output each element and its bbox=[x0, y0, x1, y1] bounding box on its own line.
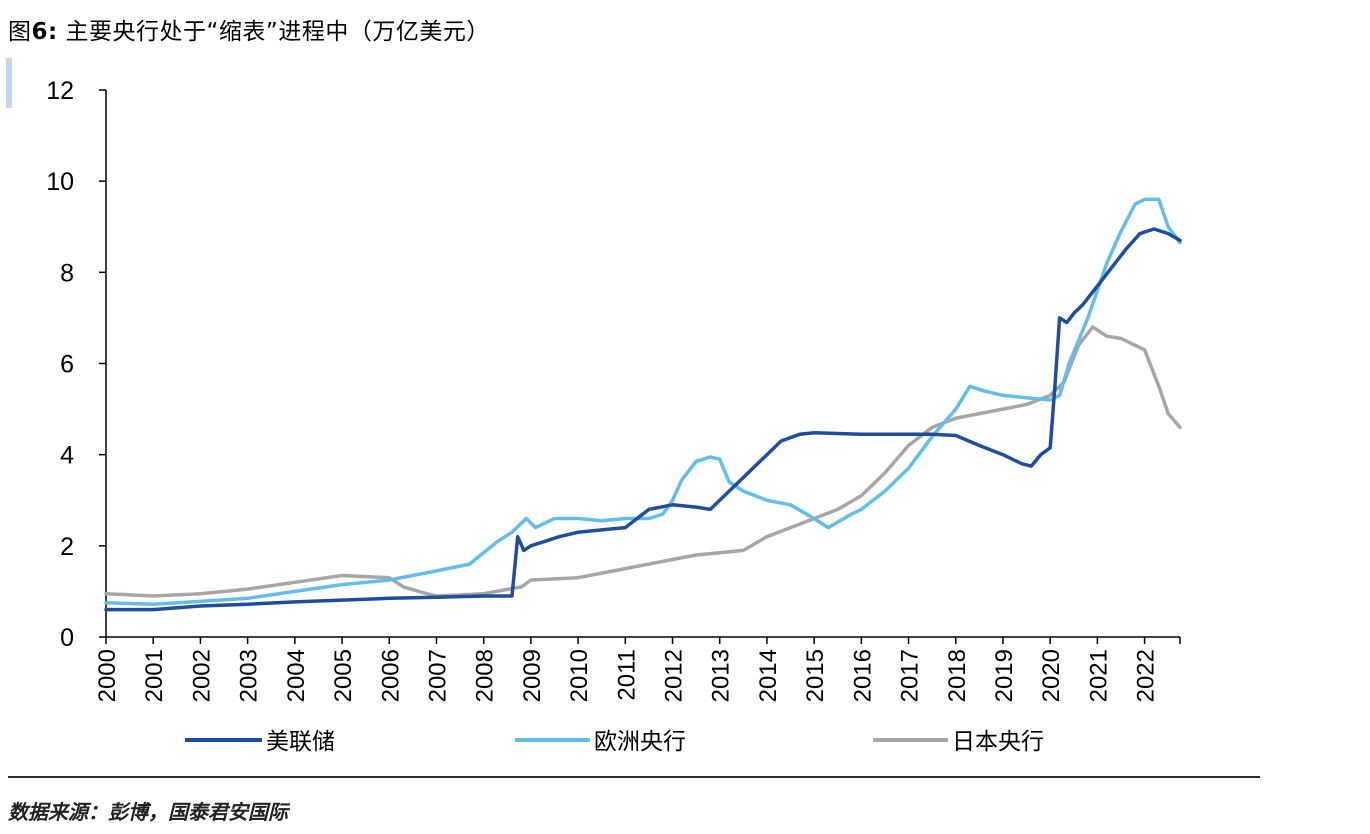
series-line-0 bbox=[104, 227, 1182, 612]
x-tick-label: 2003 bbox=[236, 649, 263, 702]
x-tick-label: 2019 bbox=[991, 649, 1018, 702]
y-tick-label: 12 bbox=[46, 77, 74, 105]
y-tick-label: 2 bbox=[60, 533, 74, 561]
y-tick-label: 4 bbox=[60, 442, 74, 470]
legend-label: 美联储 bbox=[266, 728, 335, 754]
x-tick-label: 2001 bbox=[141, 649, 168, 702]
x-tick-label: 2010 bbox=[566, 649, 593, 702]
x-tick-label: 2016 bbox=[849, 649, 876, 702]
footer-divider bbox=[8, 776, 1260, 778]
x-tick-label: 2006 bbox=[377, 649, 404, 702]
accent-bar bbox=[6, 58, 12, 108]
y-tick-label: 0 bbox=[60, 624, 74, 652]
x-tick-label: 2018 bbox=[944, 649, 971, 702]
series-line-1 bbox=[104, 197, 1182, 606]
x-tick-label: 2012 bbox=[661, 649, 688, 702]
legend-label: 日本央行 bbox=[952, 728, 1044, 754]
y-tick-label: 8 bbox=[60, 259, 74, 287]
x-tick-label: 2022 bbox=[1133, 649, 1160, 702]
x-tick-label: 2002 bbox=[188, 649, 215, 702]
x-tick-label: 2015 bbox=[802, 649, 829, 702]
source-note: 数据来源：彭博，国泰君安国际 bbox=[8, 800, 288, 824]
x-tick-label: 2017 bbox=[897, 649, 924, 702]
title-number: 6: bbox=[31, 19, 58, 45]
x-tick-label: 2005 bbox=[330, 649, 357, 702]
x-tick-label: 2020 bbox=[1038, 649, 1065, 702]
x-tick-label: 2013 bbox=[708, 649, 735, 702]
x-tick-label: 2004 bbox=[283, 649, 310, 702]
chart-title: 图6: 主要央行处于“缩表”进程中（万亿美元） bbox=[8, 12, 490, 46]
title-text: 主要央行处于“缩表”进程中（万亿美元） bbox=[57, 19, 490, 45]
x-tick-label: 2014 bbox=[755, 649, 782, 702]
series-line-2 bbox=[104, 325, 1182, 598]
x-tick-label: 2007 bbox=[424, 649, 451, 702]
x-tick-label: 2009 bbox=[519, 649, 546, 702]
x-tick-label: 2011 bbox=[613, 649, 640, 701]
x-tick-label: 2000 bbox=[94, 649, 121, 702]
x-tick-label: 2008 bbox=[472, 649, 499, 702]
y-tick-label: 10 bbox=[46, 168, 74, 196]
y-tick-label: 6 bbox=[60, 351, 74, 379]
title-prefix: 图 bbox=[8, 19, 32, 45]
legend-label: 欧洲央行 bbox=[594, 728, 686, 754]
x-tick-label: 2021 bbox=[1085, 649, 1112, 702]
